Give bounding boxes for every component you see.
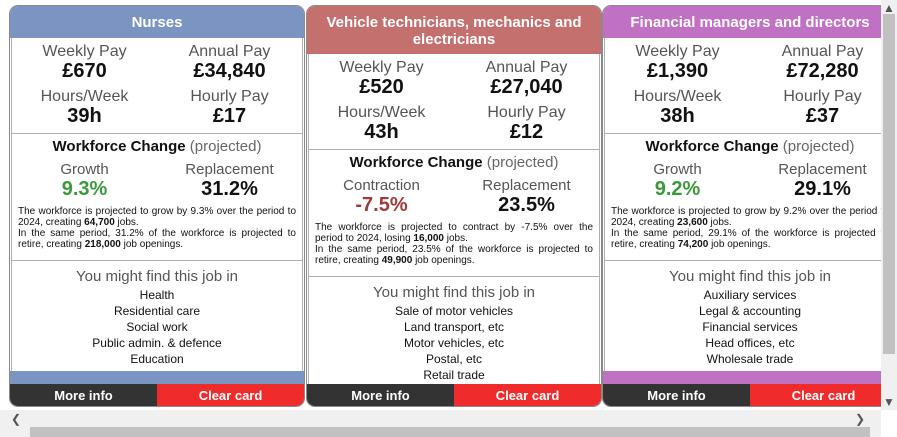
job-card-vehicle-technicians: Vehicle technicians, mechanics and elect… [306,5,602,407]
industry-item: Land transport, etc [403,320,505,334]
pay-section: Weekly Pay £520 Annual Pay £27,040 Hours/W… [309,54,599,150]
horizontal-scrollbar[interactable]: ❮ ❯ [0,410,881,437]
pay-section: Weekly Pay £1,390 Annual Pay £72,280 Hours… [605,38,881,134]
card-color-bar [603,371,881,385]
workforce-title: Workforce Change (projected) [349,154,559,171]
industry-item: Auxiliary services [703,288,797,302]
weekly-pay-label: Weekly Pay [635,43,720,60]
industry-item: Motor vehicles, etc [403,336,505,350]
industry-item: Residential care [113,304,201,318]
horizontal-scroll-thumb[interactable] [30,427,870,437]
annual-pay-label: Annual Pay [781,43,864,60]
card-title: Vehicle technicians, mechanics and elect… [307,6,601,54]
hourly-pay-label: Hourly Pay [190,88,269,105]
industries-section: You might find this job in Health Reside… [12,261,302,367]
workforce-section: Workforce Change (projected) Contraction… [309,150,599,277]
industry-item: Wholesale trade [706,352,794,366]
replacement-value: 23.5% [498,194,555,216]
industry-item: Head offices, etc [705,336,795,350]
industry-item: Education [130,352,184,366]
change-label: Growth [653,161,702,178]
weekly-pay-label: Weekly Pay [42,43,127,60]
hours-value: 38h [660,105,695,127]
card-title: Financial managers and directors [603,6,881,38]
weekly-pay-label: Weekly Pay [339,59,424,76]
industry-item: Social work [126,320,188,334]
industry-item: Health [139,288,175,302]
industry-item: Legal & accounting [698,304,802,318]
weekly-pay-value: £1,390 [646,60,709,82]
workforce-description: The workforce is projected to contract b… [315,222,593,266]
industries-title: You might find this job in [372,284,536,301]
hours-value: 39h [67,105,102,127]
more-info-button[interactable]: More info [603,384,750,406]
card-body: Weekly Pay £520 Annual Pay £27,040 Hours/W… [308,54,600,387]
card-body: Weekly Pay £1,390 Annual Pay £72,280 Hours… [604,38,881,371]
clear-card-button[interactable]: Clear card [750,384,881,406]
card-title: Nurses [10,6,304,38]
pay-section: Weekly Pay £670 Annual Pay £34,840 Hours/W… [12,38,302,134]
scroll-up-icon[interactable]: ▲ [883,1,895,15]
replacement-label: Replacement [778,161,867,178]
clear-card-button[interactable]: Clear card [157,384,304,406]
workforce-section: Workforce Change (projected) Growth 9.2% … [605,134,881,261]
cards-viewport: Nurses Weekly Pay £670 Annual Pay £34,840 … [9,5,881,407]
change-label: Growth [60,161,109,178]
industries-section: You might find this job in Sale of motor… [309,277,599,383]
workforce-title: Workforce Change (projected) [645,138,855,155]
industry-item: Retail trade [423,368,485,382]
hourly-pay-value: £12 [509,121,544,143]
hourly-pay-value: £37 [805,105,840,127]
replacement-value: 29.1% [794,178,851,200]
workforce-section: Workforce Change (projected) Growth 9.3% … [12,134,302,261]
annual-pay-value: £27,040 [490,76,563,98]
workforce-description: The workforce is projected to grow by 9.… [18,206,296,250]
job-card-nurses: Nurses Weekly Pay £670 Annual Pay £34,840 … [9,5,305,407]
industries-title: You might find this job in [75,268,239,285]
job-card-financial-managers: Financial managers and directors Weekly … [602,5,881,407]
annual-pay-value: £72,280 [786,60,859,82]
change-label: Contraction [343,177,420,194]
vertical-scroll-thumb[interactable] [883,14,895,354]
more-info-button[interactable]: More info [10,384,157,406]
replacement-label: Replacement [185,161,274,178]
workforce-title: Workforce Change (projected) [52,138,262,155]
weekly-pay-value: £670 [62,60,107,82]
change-value: 9.3% [61,178,108,200]
vertical-scrollbar[interactable]: ▲ ▼ [881,0,897,410]
hourly-pay-label: Hourly Pay [487,104,566,121]
hours-value: 43h [364,121,399,143]
industries-title: You might find this job in [668,268,832,285]
scroll-left-icon[interactable]: ❮ [10,412,22,426]
weekly-pay-value: £520 [359,76,404,98]
industries-section: You might find this job in Auxiliary ser… [605,261,881,367]
scroll-down-icon[interactable]: ▼ [883,395,895,409]
card-body: Weekly Pay £670 Annual Pay £34,840 Hours/W… [11,38,303,371]
hourly-pay-label: Hourly Pay [783,88,862,105]
workforce-description: The workforce is projected to grow by 9.… [611,206,881,250]
annual-pay-label: Annual Pay [188,43,271,60]
annual-pay-value: £34,840 [193,60,266,82]
annual-pay-label: Annual Pay [485,59,568,76]
more-info-button[interactable]: More info [307,384,454,406]
scroll-right-icon[interactable]: ❯ [854,412,866,426]
industry-item: Postal, etc [425,352,483,366]
hourly-pay-value: £17 [212,105,247,127]
hours-label: Hours/Week [633,88,722,105]
industry-item: Public admin. & defence [92,336,222,350]
industry-item: Financial services [702,320,798,334]
hours-label: Hours/Week [337,104,426,121]
change-value: -7.5% [355,194,408,216]
replacement-label: Replacement [482,177,571,194]
hours-label: Hours/Week [40,88,129,105]
industry-item: Sale of motor vehicles [394,304,514,318]
card-color-bar [10,371,304,385]
change-value: 9.2% [654,178,701,200]
replacement-value: 31.2% [201,178,258,200]
clear-card-button[interactable]: Clear card [454,384,601,406]
